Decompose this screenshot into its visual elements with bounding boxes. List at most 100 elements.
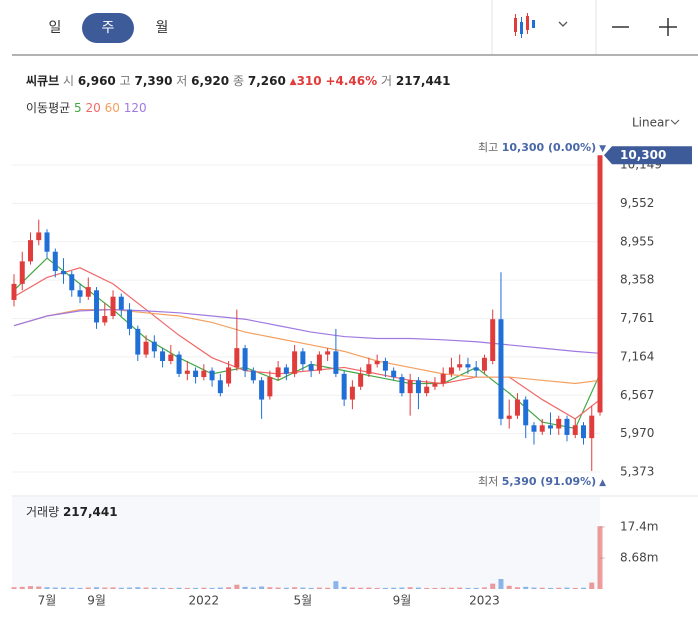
candle-body (217, 380, 223, 394)
volume-bar (498, 579, 504, 589)
candle-body (308, 364, 314, 371)
volume-bar (589, 582, 595, 589)
candle-body (382, 361, 388, 371)
text-part: 최저 (478, 475, 498, 488)
zoom-in[interactable] (659, 18, 677, 36)
volume-bar (151, 587, 157, 589)
candle-body (556, 418, 562, 429)
candle-body (506, 415, 512, 419)
volume-bar (135, 587, 141, 589)
candle-body (193, 370, 199, 378)
y-tick-label: 9,552 (620, 196, 654, 210)
candle-body (250, 370, 256, 381)
candle-body (94, 290, 100, 323)
ma-title: 이동평균 (26, 101, 70, 115)
volume-bar (465, 587, 471, 589)
candle-body (283, 367, 289, 374)
volume-bar (325, 587, 331, 589)
volume-pane (12, 497, 600, 589)
tab[interactable]: 주 (102, 20, 115, 36)
volume-bar (143, 587, 149, 589)
volume-label: 거래량 (26, 505, 59, 519)
candle-body (52, 251, 58, 272)
candle-body (275, 367, 281, 378)
volume-bar (448, 587, 454, 589)
candle-body (267, 377, 273, 397)
volume-bar (556, 587, 562, 589)
v-tick-label: 17.4m (620, 519, 658, 533)
candle-body (226, 367, 232, 384)
tab-selected-pill (82, 13, 134, 43)
candle-body (440, 373, 446, 384)
volume-bar (564, 587, 570, 589)
volume-bar (358, 587, 364, 589)
candle-body (333, 351, 339, 374)
volume-bar (250, 587, 256, 589)
volume-bar (374, 587, 380, 589)
candle-body (85, 287, 91, 297)
legend-entry: 20 (85, 101, 100, 115)
candle-body (242, 348, 248, 371)
volume-bar (61, 587, 67, 589)
volume-bar (94, 587, 100, 589)
volume-bar (217, 587, 223, 589)
tab[interactable]: 월 (156, 20, 169, 36)
candle-body (44, 232, 50, 252)
legend-entry: 5 (74, 101, 82, 115)
volume-bar (490, 583, 496, 589)
candle-body (498, 319, 504, 419)
y-tick-label: 6,567 (620, 388, 654, 402)
candle-body (168, 354, 174, 362)
candle-body (349, 386, 355, 400)
text-part: 최고 (478, 141, 498, 154)
candle-body (366, 364, 372, 374)
volume-bar (283, 587, 289, 589)
candle-body (176, 354, 182, 374)
tab[interactable]: 일 (49, 20, 62, 36)
candle-body (36, 232, 42, 241)
volume-bar (531, 587, 537, 589)
chart-type-button[interactable] (514, 13, 568, 38)
candle-body (358, 373, 364, 387)
candle-body (399, 377, 405, 394)
field-value: 6,920 (191, 74, 229, 88)
candle-body (490, 319, 496, 362)
candle-body (127, 309, 133, 329)
volume-bar (366, 587, 372, 589)
high-annotation: 최고 10,300 (0.00%) ▼ (478, 141, 606, 154)
candle-body (547, 425, 553, 429)
volume-bar (300, 587, 306, 589)
volume-title: 거래량 217,441 (26, 505, 118, 519)
candle-body (564, 418, 570, 435)
candle-body (580, 425, 586, 439)
candle-body (19, 261, 25, 284)
volume-bar (432, 587, 438, 589)
ma-line (13, 308, 601, 385)
text-part: 10,300 (0.00%) (502, 141, 597, 154)
volume-bar (110, 587, 116, 589)
candle-body (118, 296, 124, 310)
candle-body (481, 357, 487, 371)
candle-body (572, 425, 578, 435)
last-price-label: 10,300 (620, 148, 666, 162)
volume-bar (308, 587, 314, 589)
volume-bar (127, 587, 133, 589)
candle-body (77, 290, 83, 297)
candle-body (69, 274, 75, 291)
scale-chevron[interactable] (670, 119, 680, 125)
y-tick-label: 7,761 (620, 311, 654, 325)
candle-body (143, 341, 149, 355)
y-tick-label: 5,373 (620, 465, 654, 479)
candle-body (391, 370, 397, 378)
x-tick-label: 2022 (189, 594, 220, 608)
change-pct: +4.46% (325, 74, 377, 88)
volume-bar (473, 587, 479, 589)
candle-body (473, 367, 479, 371)
scale-mode[interactable]: Linear (632, 116, 669, 130)
x-tick-label: 5월 (294, 594, 313, 608)
candle-body (341, 373, 347, 400)
volume-bar (193, 587, 199, 589)
low-annotation: 최저 5,390 (91.09%) ▲ (478, 475, 606, 488)
field-label: 거 (381, 74, 392, 88)
volume-bar (118, 587, 124, 589)
